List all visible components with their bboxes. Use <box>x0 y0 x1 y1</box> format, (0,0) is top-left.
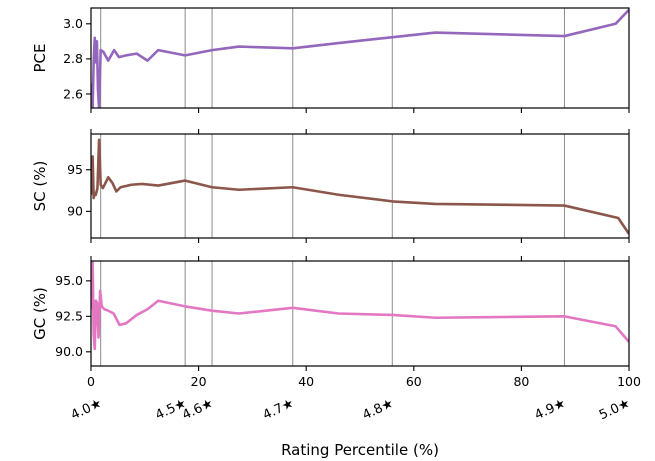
x-tick-label: 40 <box>298 374 314 389</box>
y-tick-label: 2.8 <box>63 51 83 66</box>
axes-frame <box>90 133 630 239</box>
y-tick-label: 2.6 <box>63 86 83 101</box>
x-tick-label: 100 <box>617 374 641 389</box>
series-line <box>91 8 629 108</box>
y-tick-label: 95 <box>67 162 83 177</box>
y-axis-label: PCE <box>31 44 49 73</box>
y-axis-label: GC (%) <box>31 287 49 340</box>
y-tick-label: 90 <box>67 204 83 219</box>
y-tick-label: 95.0 <box>55 273 83 288</box>
panel-gc: 90.0 92.5 95.0 GC (%) <box>31 256 630 371</box>
star-rating-label: 4.9★ <box>532 396 568 423</box>
star-rating-label: 4.8★ <box>360 396 396 423</box>
series-line <box>91 261 629 351</box>
panel-pce: 2.6 2.8 3.0 PCE <box>31 7 630 113</box>
star-rating-label: 5.0★ <box>597 396 633 423</box>
x-axis-label: Rating Percentile (%) <box>281 441 439 459</box>
star-rating-label: 4.0★ <box>69 396 105 423</box>
axes-frame <box>90 7 630 109</box>
panel-sc: 90 95 SC (%) <box>31 129 630 243</box>
y-tick-label: 3.0 <box>63 16 83 31</box>
y-tick-label: 90.0 <box>55 344 83 359</box>
axes-frame <box>90 260 630 367</box>
series-line <box>91 138 629 235</box>
star-rating-label: 4.6★ <box>180 396 216 423</box>
star-rating-label: 4.7★ <box>261 396 297 423</box>
y-tick-label: 92.5 <box>55 309 83 324</box>
x-tick-label: 80 <box>513 374 529 389</box>
y-axis-label: SC (%) <box>31 161 49 212</box>
x-tick-label: 20 <box>191 374 207 389</box>
x-tick-label: 0 <box>87 374 95 389</box>
x-tick-label: 60 <box>406 374 422 389</box>
